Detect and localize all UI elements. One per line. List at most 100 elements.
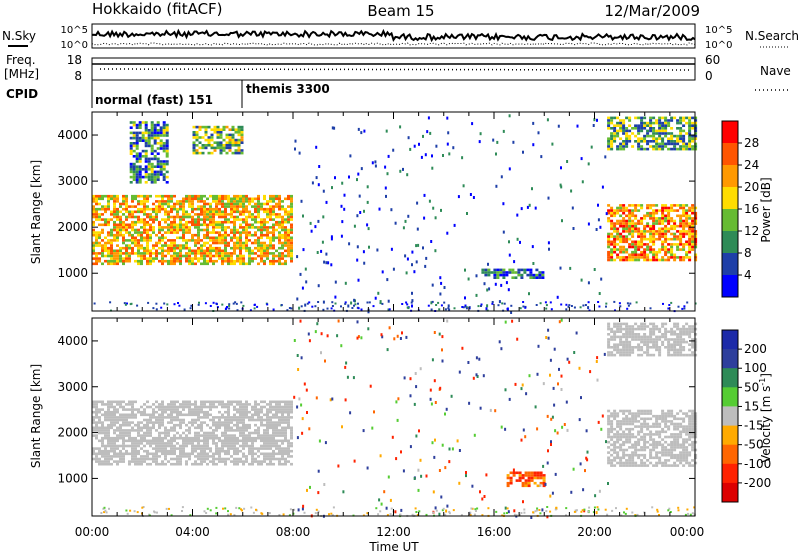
velocity-cell-2 — [694, 414, 698, 418]
velocity-cell-2 — [685, 448, 689, 452]
velocity-cell-0 — [176, 418, 179, 422]
velocity-cell-0 — [122, 457, 125, 461]
power-scatter-cell — [557, 124, 560, 128]
power-cell-0 — [218, 231, 221, 234]
power-cell-0 — [131, 220, 134, 224]
power-cell-0 — [146, 262, 149, 266]
power-cell-0 — [212, 254, 215, 258]
power-cell-4 — [637, 243, 641, 246]
power-ground-cell — [565, 303, 568, 306]
velocity-cell-0 — [272, 462, 275, 466]
power-scatter-cell — [507, 288, 510, 292]
velocity-cell-0 — [125, 444, 128, 448]
velocity-cell-2 — [625, 417, 629, 421]
power-ground-cell — [124, 303, 127, 306]
velocity-cell-3 — [667, 353, 671, 357]
power-scatter-cell — [366, 185, 369, 189]
power-cell-2 — [216, 144, 220, 147]
power-cell-5 — [694, 147, 698, 151]
power-cell-1 — [138, 121, 142, 124]
power-cell-4 — [670, 237, 674, 241]
velocity-cell-0 — [221, 434, 224, 437]
power-cell-4 — [628, 214, 632, 218]
power-cell-0 — [224, 233, 227, 237]
power-ground-cell — [330, 307, 333, 310]
velocity-cell-0 — [125, 421, 128, 424]
power-cell-0 — [152, 244, 155, 247]
velocity-cell-2 — [667, 448, 671, 452]
velocity-cell-3 — [607, 351, 611, 354]
velocity-cell-2 — [676, 417, 680, 421]
power-cell-0 — [287, 233, 290, 237]
power-cell-0 — [95, 236, 98, 240]
velocity-cell-2 — [631, 453, 635, 457]
velocity-cell-0 — [191, 423, 194, 427]
power-cell-0 — [98, 241, 101, 245]
velocity-cell-0 — [185, 403, 188, 406]
power-cell-4 — [622, 211, 626, 215]
velocity-cell-0 — [170, 403, 173, 406]
power-cell-0 — [212, 213, 215, 216]
power-cell-4 — [607, 245, 611, 249]
velocity-cell-0 — [107, 442, 110, 445]
power-cell-0 — [257, 262, 260, 266]
power-cell-0 — [146, 194, 149, 198]
velocity-cell-2 — [685, 461, 689, 465]
power-cell-5 — [628, 137, 632, 140]
velocity-cell-0 — [284, 452, 287, 456]
power-cell-0 — [203, 218, 206, 221]
power-cell-5 — [625, 129, 629, 133]
power-cell-0 — [194, 239, 197, 242]
velocity-cell-2 — [673, 427, 677, 431]
velocity-cell-0 — [266, 442, 269, 445]
velocity-scatter-cell — [557, 382, 559, 386]
velocity-cell-0 — [185, 429, 188, 432]
velocity-cell-0 — [170, 416, 173, 419]
power-cell-0 — [290, 205, 293, 208]
velocity-cell-0 — [191, 408, 194, 411]
power-cell-4 — [640, 253, 644, 257]
velocity-cell-2 — [607, 459, 611, 462]
power-cell-3 — [520, 276, 524, 279]
power-cell-0 — [113, 233, 116, 237]
velocity-cell-0 — [275, 457, 278, 461]
power-cell-0 — [278, 252, 281, 255]
velocity-cell-0 — [98, 418, 101, 422]
velocity-cell-3 — [625, 353, 629, 357]
velocity-cell-1 — [527, 484, 531, 488]
power-cell-2 — [192, 149, 196, 152]
power-scatter-cell — [569, 266, 572, 270]
power-cell-0 — [209, 215, 212, 219]
power-cell-4 — [619, 240, 623, 244]
power-cell-1 — [141, 149, 145, 153]
velocity-cell-0 — [218, 423, 221, 427]
velocity-cell-0 — [95, 410, 98, 414]
power-cell-1 — [135, 173, 139, 176]
velocity-cell-3 — [688, 333, 692, 336]
velocity-cell-3 — [652, 346, 656, 349]
velocity-cell-0 — [152, 403, 155, 406]
velocity-cell-0 — [257, 462, 260, 466]
power-cell-0 — [245, 215, 248, 219]
power-cell-0 — [224, 197, 227, 201]
power-cell-1 — [150, 165, 154, 168]
power-cell-0 — [236, 231, 239, 234]
velocity-cell-0 — [143, 423, 146, 427]
velocity-cell-0 — [143, 436, 146, 440]
power-cell-0 — [131, 252, 134, 255]
power-cell-0 — [161, 246, 164, 250]
power-cell-4 — [682, 232, 686, 236]
power-cell-0 — [152, 226, 155, 229]
power-cell-5 — [616, 145, 620, 148]
velocity-cell-3 — [679, 346, 683, 349]
power-cell-0 — [101, 197, 104, 201]
velocity-cell-0 — [218, 421, 221, 424]
power-cell-0 — [203, 205, 206, 208]
power-cell-5 — [658, 121, 662, 125]
power-cell-2 — [237, 125, 241, 129]
velocity-cell-2 — [661, 438, 665, 441]
velocity-cell-0 — [242, 418, 245, 422]
power-cell-4 — [649, 237, 653, 241]
power-cell-1 — [144, 160, 148, 163]
velocity-cell-0 — [95, 413, 98, 417]
